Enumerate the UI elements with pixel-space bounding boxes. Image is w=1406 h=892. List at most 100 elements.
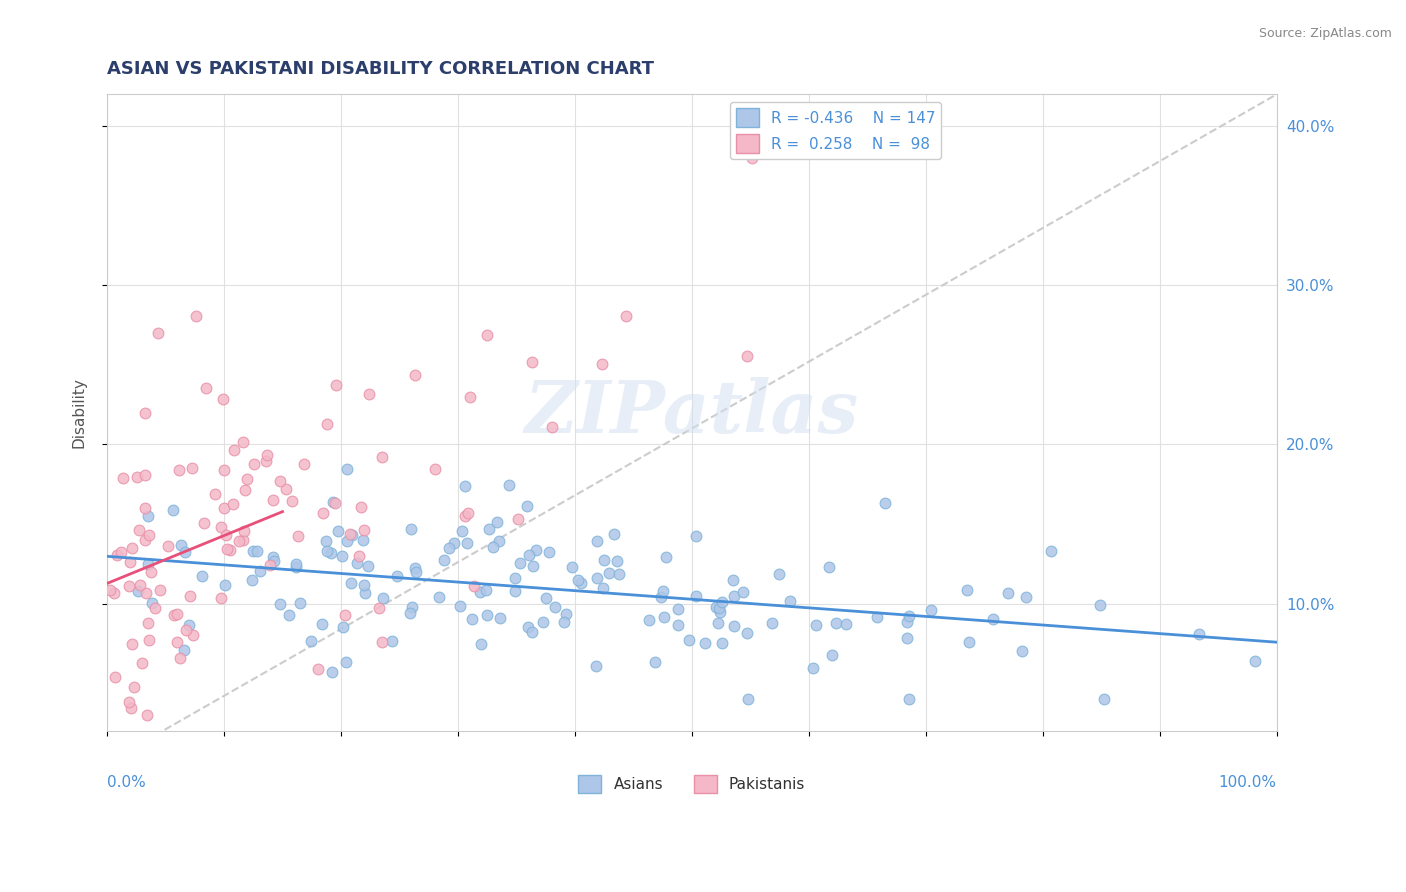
Point [212, 463, 235, 477]
Point [956, 582, 979, 597]
Point [606, 554, 628, 568]
Point [209, 520, 232, 534]
Point [896, 631, 918, 645]
Point [761, 615, 783, 630]
Point [503, 571, 526, 585]
Point [174, 545, 197, 559]
Point [737, 692, 759, 706]
Point [433, 553, 456, 567]
Point [666, 618, 689, 632]
Point [214, 578, 236, 592]
Point [489, 611, 512, 625]
Point [710, 636, 733, 650]
Point [520, 625, 543, 640]
Point [222, 497, 245, 511]
Point [367, 601, 389, 615]
Point [342, 528, 364, 542]
Text: 100.0%: 100.0% [1219, 775, 1277, 790]
Point [709, 606, 731, 620]
Text: ASIAN VS PAKISTANI DISABILITY CORRELATION CHART: ASIAN VS PAKISTANI DISABILITY CORRELATIO… [107, 60, 654, 78]
Point [179, 618, 201, 632]
Point [586, 533, 609, 548]
Point [485, 515, 508, 529]
Point [423, 462, 446, 476]
Point [335, 655, 357, 669]
Point [322, 495, 344, 509]
Point [120, 700, 142, 714]
Point [269, 474, 291, 488]
Point [806, 617, 828, 632]
Point [522, 355, 544, 369]
Point [209, 591, 232, 605]
Point [121, 637, 143, 651]
Point [311, 617, 333, 632]
Point [352, 533, 374, 547]
Point [735, 625, 758, 640]
Point [517, 620, 540, 634]
Point [707, 601, 730, 615]
Point [710, 595, 733, 609]
Point [592, 582, 614, 596]
Point [285, 557, 308, 571]
Point [685, 589, 707, 603]
Point [120, 555, 142, 569]
Point [866, 610, 889, 624]
Point [169, 650, 191, 665]
Point [103, 669, 125, 683]
Point [336, 533, 359, 548]
Legend: Asians, Pakistanis: Asians, Pakistanis [572, 769, 811, 799]
Point [723, 573, 745, 587]
Point [488, 534, 510, 549]
Point [204, 487, 226, 501]
Point [136, 508, 159, 523]
Point [650, 590, 672, 604]
Point [103, 586, 125, 600]
Point [451, 524, 474, 539]
Point [156, 539, 179, 553]
Point [287, 529, 309, 543]
Point [118, 579, 141, 593]
Point [134, 500, 156, 515]
Point [127, 583, 149, 598]
Point [228, 533, 250, 548]
Point [232, 533, 254, 547]
Point [193, 516, 215, 530]
Point [555, 607, 578, 621]
Point [339, 527, 361, 541]
Point [174, 623, 197, 637]
Point [263, 554, 285, 568]
Point [404, 368, 426, 382]
Point [1244, 654, 1267, 668]
Point [232, 435, 254, 450]
Point [1040, 544, 1063, 558]
Point [138, 632, 160, 647]
Point [561, 560, 583, 574]
Point [138, 558, 160, 572]
Point [169, 538, 191, 552]
Point [741, 151, 763, 165]
Point [240, 574, 263, 588]
Point [325, 377, 347, 392]
Point [553, 615, 575, 629]
Point [569, 576, 592, 591]
Point [141, 596, 163, 610]
Point [288, 596, 311, 610]
Point [169, 463, 191, 477]
Point [357, 387, 380, 401]
Point [475, 328, 498, 343]
Point [110, 545, 132, 559]
Point [614, 309, 637, 323]
Point [817, 560, 839, 574]
Point [256, 448, 278, 462]
Point [149, 583, 172, 598]
Point [98, 583, 121, 598]
Point [537, 545, 560, 559]
Point [326, 524, 349, 539]
Point [243, 457, 266, 471]
Point [294, 457, 316, 471]
Y-axis label: Disability: Disability [72, 377, 86, 448]
Point [470, 584, 492, 599]
Point [381, 634, 404, 648]
Point [173, 643, 195, 657]
Point [336, 461, 359, 475]
